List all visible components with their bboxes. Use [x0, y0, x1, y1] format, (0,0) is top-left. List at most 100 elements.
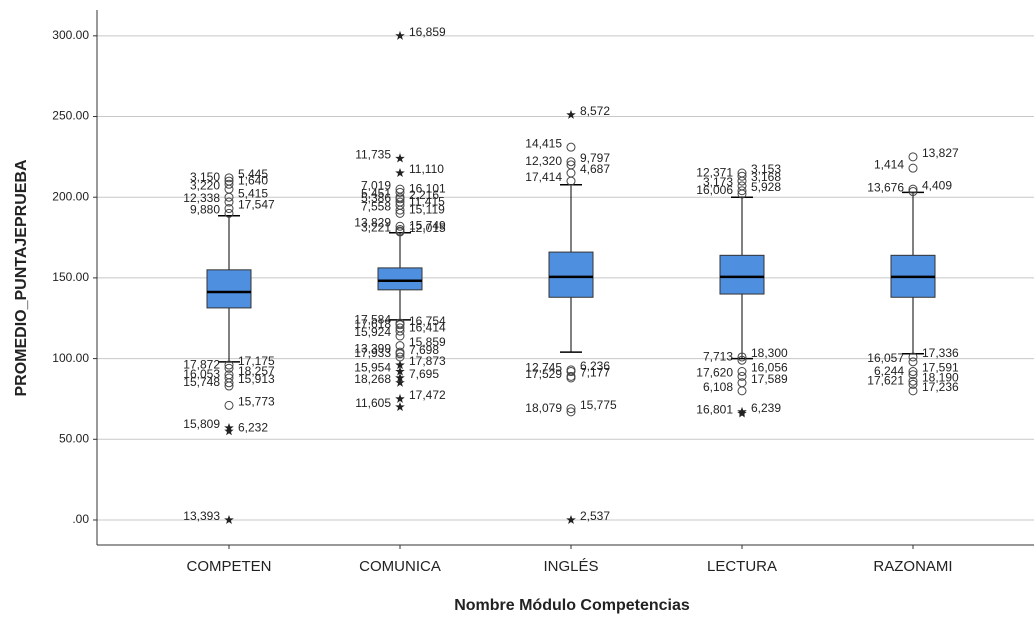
outlier-star: [395, 168, 405, 177]
outlier-label: 15,119: [409, 203, 445, 217]
outlier: [908, 367, 918, 377]
outlier-label: 17,591: [922, 361, 959, 375]
outlier-label: 6,108: [703, 380, 733, 394]
outlier-label: 6,244: [874, 364, 904, 378]
outlier: [224, 204, 234, 214]
outlier: [908, 376, 918, 386]
outlier-label: 18,190: [922, 370, 959, 384]
outlier-label: 7,019: [361, 178, 391, 192]
outlier: [566, 168, 576, 178]
outlier-star: [224, 515, 234, 524]
outlier: [737, 186, 747, 196]
outlier: [737, 176, 747, 186]
outlier-star: [395, 373, 405, 382]
outlier-label: 4,687: [580, 162, 610, 176]
outlier-label: 17,618: [354, 317, 391, 331]
outlier-label: 16,801: [696, 403, 733, 417]
outlier: [395, 221, 405, 231]
outlier-label: 15,775: [580, 398, 617, 412]
outlier-label: 11,415: [409, 194, 445, 208]
outlier-label: 16,754: [409, 314, 446, 328]
outlier: [395, 349, 405, 359]
outlier-label: 16,859: [409, 25, 446, 39]
outlier: [224, 381, 234, 391]
outlier-label: 7,713: [703, 349, 733, 363]
outlier: [395, 194, 405, 204]
outlier-star: [224, 426, 234, 436]
outlier-label: 12,015: [409, 221, 446, 235]
outlier-star: [395, 393, 405, 403]
outlier-label: 3,150: [190, 170, 220, 184]
outlier-label: 13,393: [183, 509, 220, 523]
outlier: [395, 227, 405, 237]
outlier-label: 16,053: [183, 367, 220, 381]
outlier: [908, 379, 918, 389]
outlier-label: 17,589: [751, 372, 788, 386]
outlier-label: 7,695: [409, 367, 439, 381]
outlier: [566, 142, 576, 152]
y-tick-label: 150.00: [52, 270, 89, 284]
outlier-label: 15,913: [238, 372, 275, 386]
outlier-label: 3,173: [703, 175, 733, 189]
outlier: [395, 320, 405, 330]
x-tick-label: RAZONAMI: [873, 558, 952, 575]
outlier-label: 11,605: [355, 396, 391, 410]
outlier-label: 17,472: [409, 388, 446, 402]
outlier-label: 6,232: [238, 420, 268, 434]
outlier-star: [395, 366, 405, 376]
outlier-label: 15,749: [409, 219, 446, 233]
outlier-label: 17,621: [867, 374, 904, 388]
outlier: [224, 192, 234, 202]
outlier-label: 6,236: [580, 359, 610, 373]
outlier-star: [395, 402, 405, 412]
outlier-label: 14,415: [525, 136, 562, 150]
outlier-label: 15,748: [183, 375, 220, 389]
box: [377, 267, 423, 291]
outlier-label: 3,220: [190, 178, 220, 192]
outlier-label: 17,873: [409, 354, 446, 368]
outlier-label: 16,414: [409, 320, 446, 334]
outlier-label: 3,168: [751, 170, 781, 184]
outlier-label: 13,676: [867, 181, 904, 195]
outlier-label: 3,153: [751, 162, 781, 176]
outlier-label: 18,257: [238, 364, 275, 378]
outlier-label: 17,236: [922, 380, 959, 394]
outlier-label: 5,415: [238, 186, 268, 200]
outlier-label: 2,537: [580, 509, 610, 523]
y-tick-label: 100.00: [52, 351, 89, 365]
outlier: [737, 371, 747, 381]
outlier: [224, 173, 234, 183]
outlier-label: 15,954: [354, 361, 391, 375]
outlier: [908, 163, 918, 173]
outlier-label: 16,006: [696, 183, 733, 197]
outlier-label: 16,056: [751, 361, 788, 375]
outlier-label: 7,177: [580, 366, 610, 380]
y-tick-label: 200.00: [52, 189, 89, 203]
outlier-star: [395, 30, 405, 40]
outlier-label: 17,620: [696, 366, 733, 380]
outlier-label: 13,827: [922, 146, 959, 160]
outlier-label: 11,735: [355, 148, 391, 162]
outlier: [737, 181, 747, 191]
outlier: [737, 367, 747, 377]
outlier: [224, 378, 234, 388]
outlier: [224, 363, 234, 373]
outlier: [908, 152, 918, 162]
outlier: [737, 355, 747, 365]
outlier-label: 4,409: [922, 178, 952, 192]
outlier-label: 16,101: [409, 182, 446, 196]
box: [206, 269, 252, 309]
outlier-label: 18,300: [751, 346, 788, 360]
outlier: [395, 331, 405, 341]
outlier: [224, 400, 234, 410]
x-tick-label: COMPETEN: [186, 558, 271, 575]
outlier-star: [566, 515, 576, 524]
outlier: [395, 187, 405, 197]
x-axis-label: Nombre Módulo Competencias: [454, 597, 690, 614]
outlier: [566, 157, 576, 167]
outlier: [224, 184, 234, 194]
outlier-star: [395, 360, 405, 370]
outlier-label: 15,924: [354, 325, 391, 339]
outlier: [566, 404, 576, 414]
outlier-label: 12,371: [696, 165, 733, 179]
